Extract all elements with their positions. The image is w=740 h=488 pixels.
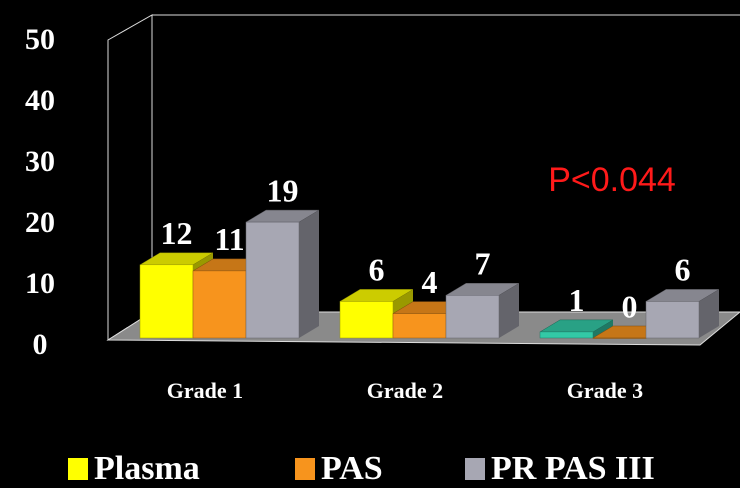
x-tick-label: Grade 3: [567, 378, 643, 403]
bar-side: [299, 210, 319, 338]
data-label: 1: [569, 282, 585, 318]
legend-label: Plasma: [94, 450, 200, 487]
y-tick-label: 20: [25, 206, 55, 239]
y-tick-label: 40: [25, 84, 55, 117]
data-label: 7: [475, 246, 491, 282]
bar: [339, 301, 394, 339]
data-label: 4: [422, 264, 438, 300]
legend-swatch: [68, 458, 88, 480]
bar: [245, 221, 300, 339]
legend-swatch: [295, 458, 315, 480]
x-tick-label: Grade 1: [167, 378, 243, 403]
legend-swatch: [465, 458, 485, 480]
data-label: 12: [161, 215, 193, 251]
y-tick-label: 10: [25, 267, 55, 300]
bar: [192, 270, 247, 339]
data-label: 0: [622, 288, 638, 324]
bar: [392, 313, 447, 339]
bar-side: [593, 319, 613, 338]
y-tick-label: 30: [25, 145, 55, 178]
bar-side: [499, 283, 519, 338]
y-tick-label: 50: [25, 23, 55, 56]
x-tick-label: Grade 2: [367, 378, 443, 403]
bar: [592, 337, 647, 339]
y-tick-label: 0: [33, 328, 48, 361]
data-label: 11: [214, 221, 244, 257]
data-label: 6: [369, 252, 385, 288]
bar-side: [699, 289, 719, 338]
legend-label: PR PAS III: [491, 450, 655, 487]
bar: [139, 264, 194, 339]
bar: [445, 295, 500, 339]
data-label: 6: [675, 252, 691, 288]
data-label: 19: [267, 172, 299, 208]
bar: [539, 331, 594, 339]
legend-label: PAS: [321, 450, 383, 487]
bar: [645, 301, 700, 339]
annotation: P<0.044: [548, 161, 676, 199]
